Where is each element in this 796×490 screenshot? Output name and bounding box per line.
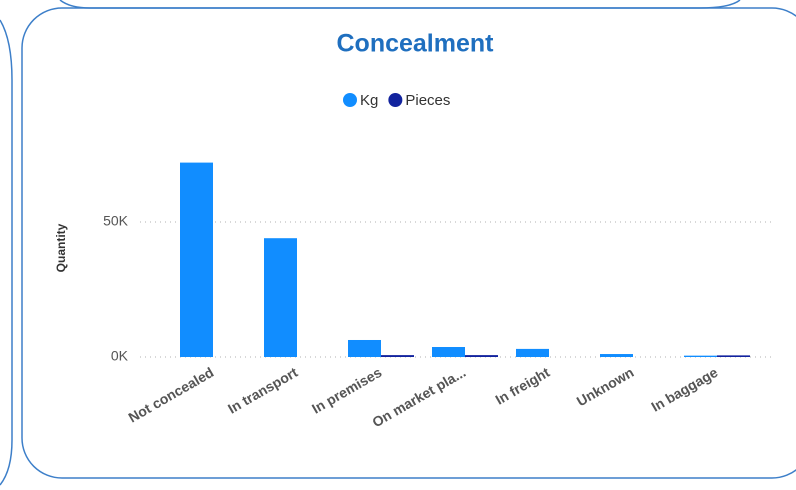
bar xyxy=(264,238,297,357)
frame-left xyxy=(0,19,13,486)
x-tick-label: Unknown xyxy=(574,364,637,409)
bar xyxy=(516,348,549,357)
legend-label: Kg xyxy=(360,92,378,109)
card-border xyxy=(21,7,796,479)
chart-title: Concealment xyxy=(337,30,495,58)
bar xyxy=(381,355,414,357)
y-axis-label: Quantity xyxy=(54,223,68,272)
x-tick-label: In baggage xyxy=(648,364,720,415)
bar xyxy=(180,162,213,357)
frame-top xyxy=(59,0,741,9)
x-tick-label: In freight xyxy=(492,364,552,408)
bar xyxy=(717,355,750,357)
y-tick-label: 0K xyxy=(111,348,129,364)
bar xyxy=(432,347,465,357)
x-tick-label: In transport xyxy=(225,364,301,417)
bar xyxy=(348,339,381,357)
x-tick-label: Not concealed xyxy=(125,364,216,426)
legend-marker xyxy=(343,93,357,107)
bar xyxy=(600,354,633,357)
x-tick-label: In premises xyxy=(309,364,385,417)
legend-marker xyxy=(388,93,403,107)
x-tick-label: On market pla... xyxy=(369,364,468,430)
y-tick-label: 50K xyxy=(103,213,129,229)
legend-label: Pieces xyxy=(405,92,450,109)
bar xyxy=(465,355,498,357)
bar xyxy=(684,355,717,357)
